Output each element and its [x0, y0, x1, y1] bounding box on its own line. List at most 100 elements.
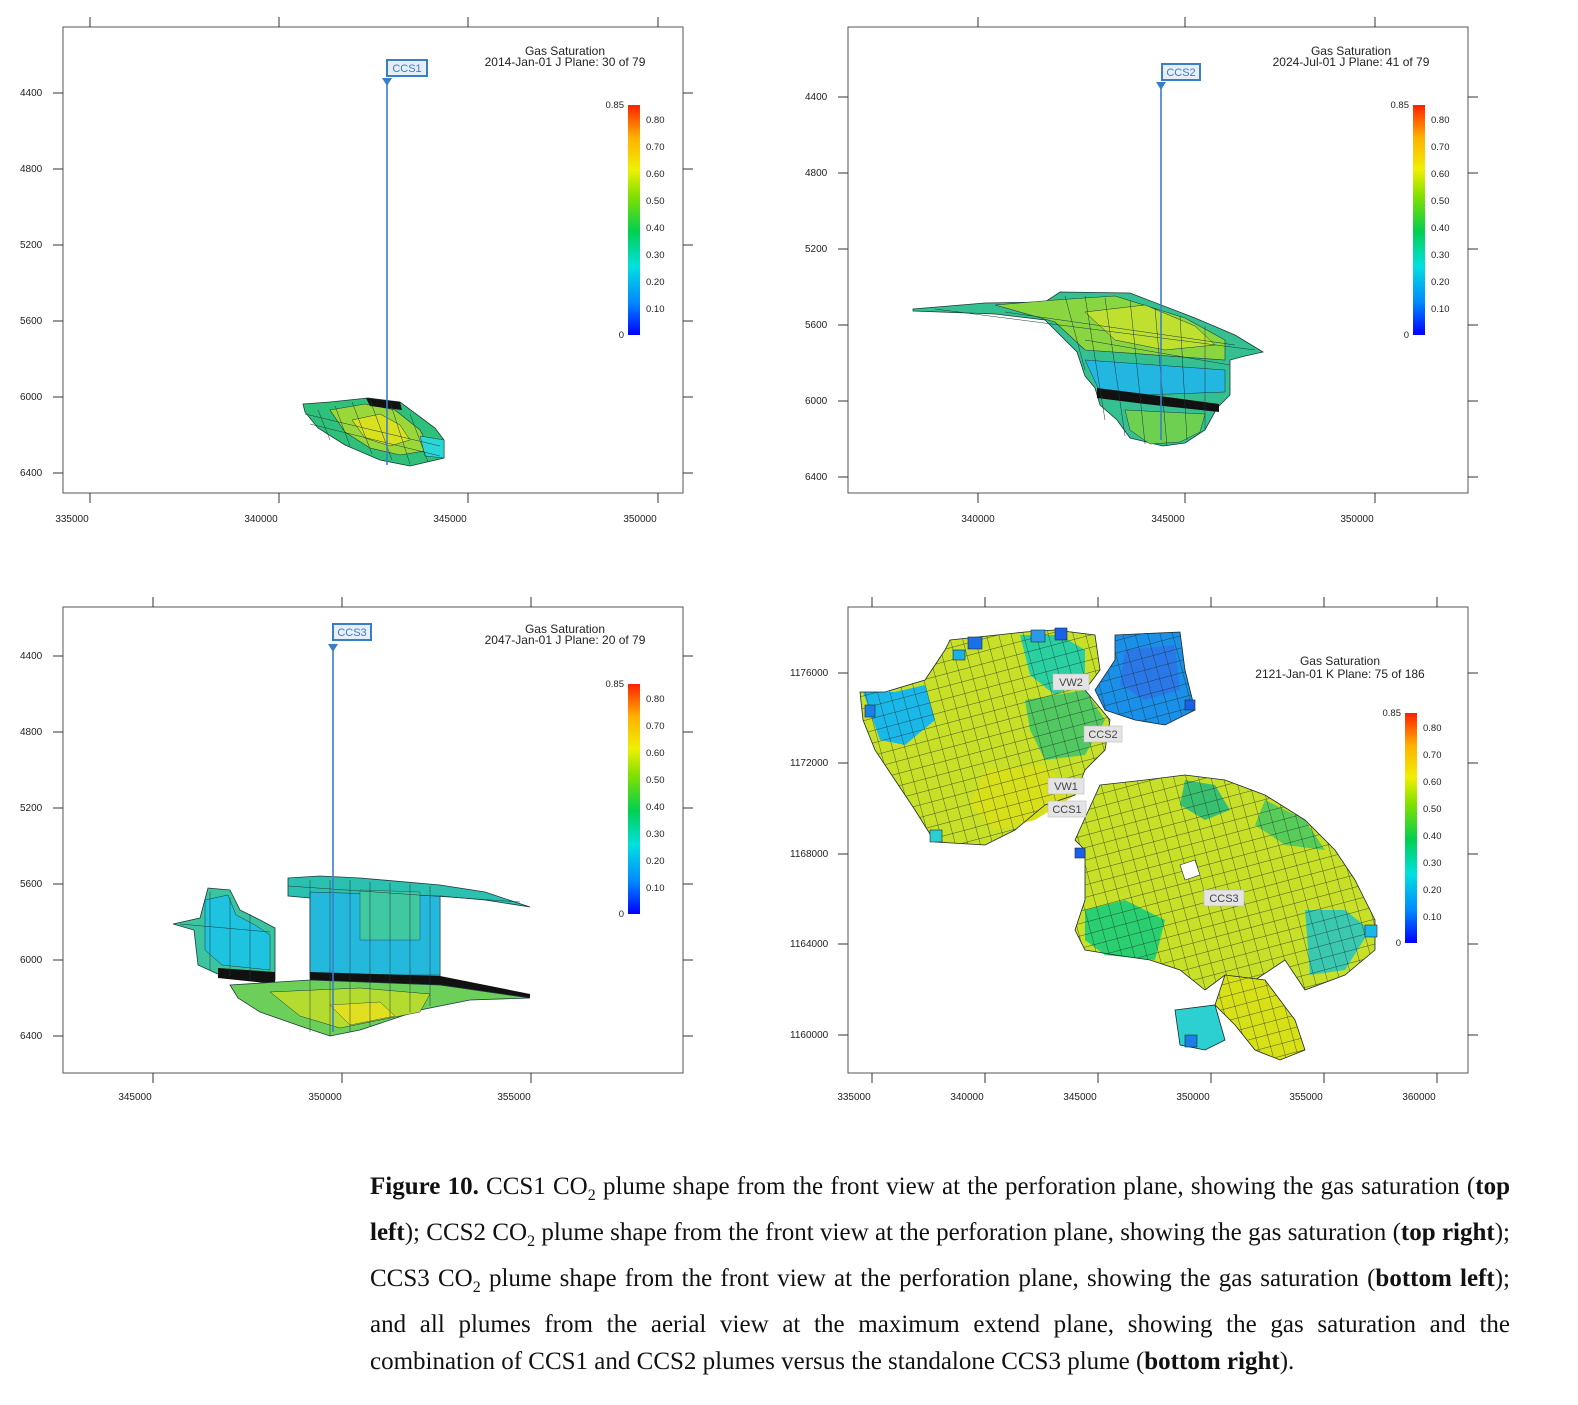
figure-label: Figure 10. [370, 1173, 479, 1200]
plot-title: Gas Saturation [525, 622, 605, 636]
caption-bold: bottom right [1144, 1348, 1280, 1375]
subscript: 2 [527, 1233, 536, 1250]
figure-caption: Figure 10. CCS1 CO2 plume shape from the… [370, 1168, 1510, 1380]
colorbar-tick: 0.70 [1431, 142, 1450, 153]
y-tick-label: 4400 [20, 651, 43, 662]
colorbar-tick: 0.10 [1423, 912, 1442, 923]
caption-text: ); CCS3 CO [370, 1219, 1511, 1292]
caption-text: CCS1 CO [478, 1173, 588, 1200]
well-label-ccs3: CCS3 [1209, 893, 1238, 905]
y-tick-label: 1164000 [790, 939, 829, 950]
subscript: 2 [472, 1279, 481, 1296]
colorbar-max-label: 0.85 [606, 679, 625, 690]
well-label-box [1083, 725, 1123, 743]
colorbar [628, 684, 640, 914]
colorbar-tick: 0.10 [646, 304, 665, 315]
plume-ccs1 [302, 397, 445, 467]
y-tick-label: 1168000 [790, 849, 829, 860]
colorbar-tick: 0.50 [646, 775, 665, 786]
colorbar-tick: 0.40 [646, 223, 665, 234]
x-tick-label: 350000 [308, 1092, 342, 1103]
colorbar-tick: 0.10 [1431, 304, 1450, 315]
well-label-box [1203, 889, 1245, 907]
well-marker-icon [328, 644, 338, 652]
well-marker-icon [382, 78, 392, 86]
plot-subtitle: 2121-Jan-01 K Plane: 75 of 186 [1255, 667, 1425, 681]
well-label-box [1052, 673, 1090, 691]
colorbar-tick: 0.20 [1423, 885, 1442, 896]
panel-bottom-left-svg: 345000 350000 355000 4400 4800 5200 5600… [20, 597, 693, 1103]
colorbar-tick: 0.70 [1423, 750, 1442, 761]
colorbar-tick: 0.30 [1423, 858, 1442, 869]
well-label-box [332, 623, 372, 641]
plot-subtitle: 2024-Jul-01 J Plane: 41 of 79 [1273, 55, 1430, 69]
colorbar-tick: 0.40 [1431, 223, 1450, 234]
x-tick-label: 355000 [1289, 1092, 1323, 1103]
y-tick-label: 6000 [20, 392, 43, 403]
x-tick-label: 335000 [837, 1092, 871, 1103]
colorbar-min-label: 0 [1396, 938, 1401, 949]
well-label-box [1161, 63, 1201, 81]
x-tick-label: 340000 [244, 514, 278, 525]
panel-bottom-left: 345000 350000 355000 4400 4800 5200 5600… [0, 580, 700, 1120]
caption-text: ). [1279, 1348, 1295, 1375]
colorbar-tick: 0.60 [1423, 777, 1442, 788]
x-tick-label: 350000 [1176, 1092, 1210, 1103]
y-tick-label: 4400 [805, 92, 828, 103]
colorbar [1405, 713, 1417, 943]
well-marker-icon [1156, 82, 1166, 90]
x-tick-label: 340000 [950, 1092, 984, 1103]
y-tick-label: 6000 [805, 396, 828, 407]
y-tick-label: 6400 [20, 1031, 43, 1042]
colorbar [628, 105, 640, 335]
x-tick-label: 360000 [1402, 1092, 1436, 1103]
y-tick-label: 5600 [805, 320, 828, 331]
y-tick-label: 5200 [805, 244, 828, 255]
y-tick-label: 5200 [20, 803, 43, 814]
well-label: CCS2 [1166, 67, 1195, 79]
caption-text: plume shape from the front view at the p… [595, 1173, 1476, 1200]
y-tick-label: 4400 [20, 88, 43, 99]
colorbar-max-label: 0.85 [1391, 100, 1410, 111]
well-label-ccs1: CCS1 [1052, 804, 1081, 816]
subscript: 2 [587, 1187, 596, 1204]
x-tick-label: 335000 [55, 514, 89, 525]
well-label: CCS1 [392, 63, 421, 75]
caption-text: plume shape from the front view at the p… [535, 1219, 1401, 1246]
y-tick-label: 4800 [20, 727, 43, 738]
x-tick-label: 350000 [1340, 514, 1374, 525]
x-tick-label: 350000 [623, 514, 657, 525]
y-tick-label: 4800 [20, 164, 43, 175]
colorbar-tick: 0.30 [646, 250, 665, 261]
y-tick-label: 5600 [20, 316, 43, 327]
colorbar-tick: 0.50 [1423, 804, 1442, 815]
colorbar-tick: 0.30 [646, 829, 665, 840]
y-tick-label: 1172000 [790, 758, 829, 769]
edge-cells [864, 627, 1378, 1048]
x-tick-label: 345000 [118, 1092, 152, 1103]
plume-ccs3 [1074, 774, 1376, 1061]
y-tick-label: 1176000 [790, 668, 829, 679]
colorbar-max-label: 0.85 [1383, 708, 1402, 719]
colorbar [1413, 105, 1425, 335]
panel-bottom-right: 335000 340000 345000 350000 355000 36000… [785, 580, 1505, 1120]
well-label-vw1: VW1 [1054, 781, 1078, 793]
colorbar-tick: 0.50 [1431, 196, 1450, 207]
caption-text: ); and all plumes from the aerial view a… [370, 1265, 1511, 1375]
y-tick-label: 5600 [20, 879, 43, 890]
well-label-box [1047, 777, 1085, 795]
colorbar-tick: 0.80 [646, 694, 665, 705]
colorbar-min-label: 0 [1404, 330, 1409, 341]
colorbar-tick: 0.60 [646, 169, 665, 180]
colorbar-min-label: 0 [619, 909, 624, 920]
colorbar-tick: 0.20 [646, 277, 665, 288]
y-tick-label: 1160000 [790, 1030, 829, 1041]
y-tick-label: 6400 [20, 468, 43, 479]
colorbar-tick: 0.70 [646, 142, 665, 153]
colorbar-tick: 0.40 [1423, 831, 1442, 842]
caption-text: plume shape from the front view at the p… [480, 1265, 1376, 1292]
plot-title: Gas Saturation [1311, 44, 1391, 58]
panel-top-left-svg: 335000 340000 345000 350000 4400 4800 52… [20, 17, 693, 525]
colorbar-tick: 0.20 [646, 856, 665, 867]
colorbar-tick: 0.60 [1431, 169, 1450, 180]
